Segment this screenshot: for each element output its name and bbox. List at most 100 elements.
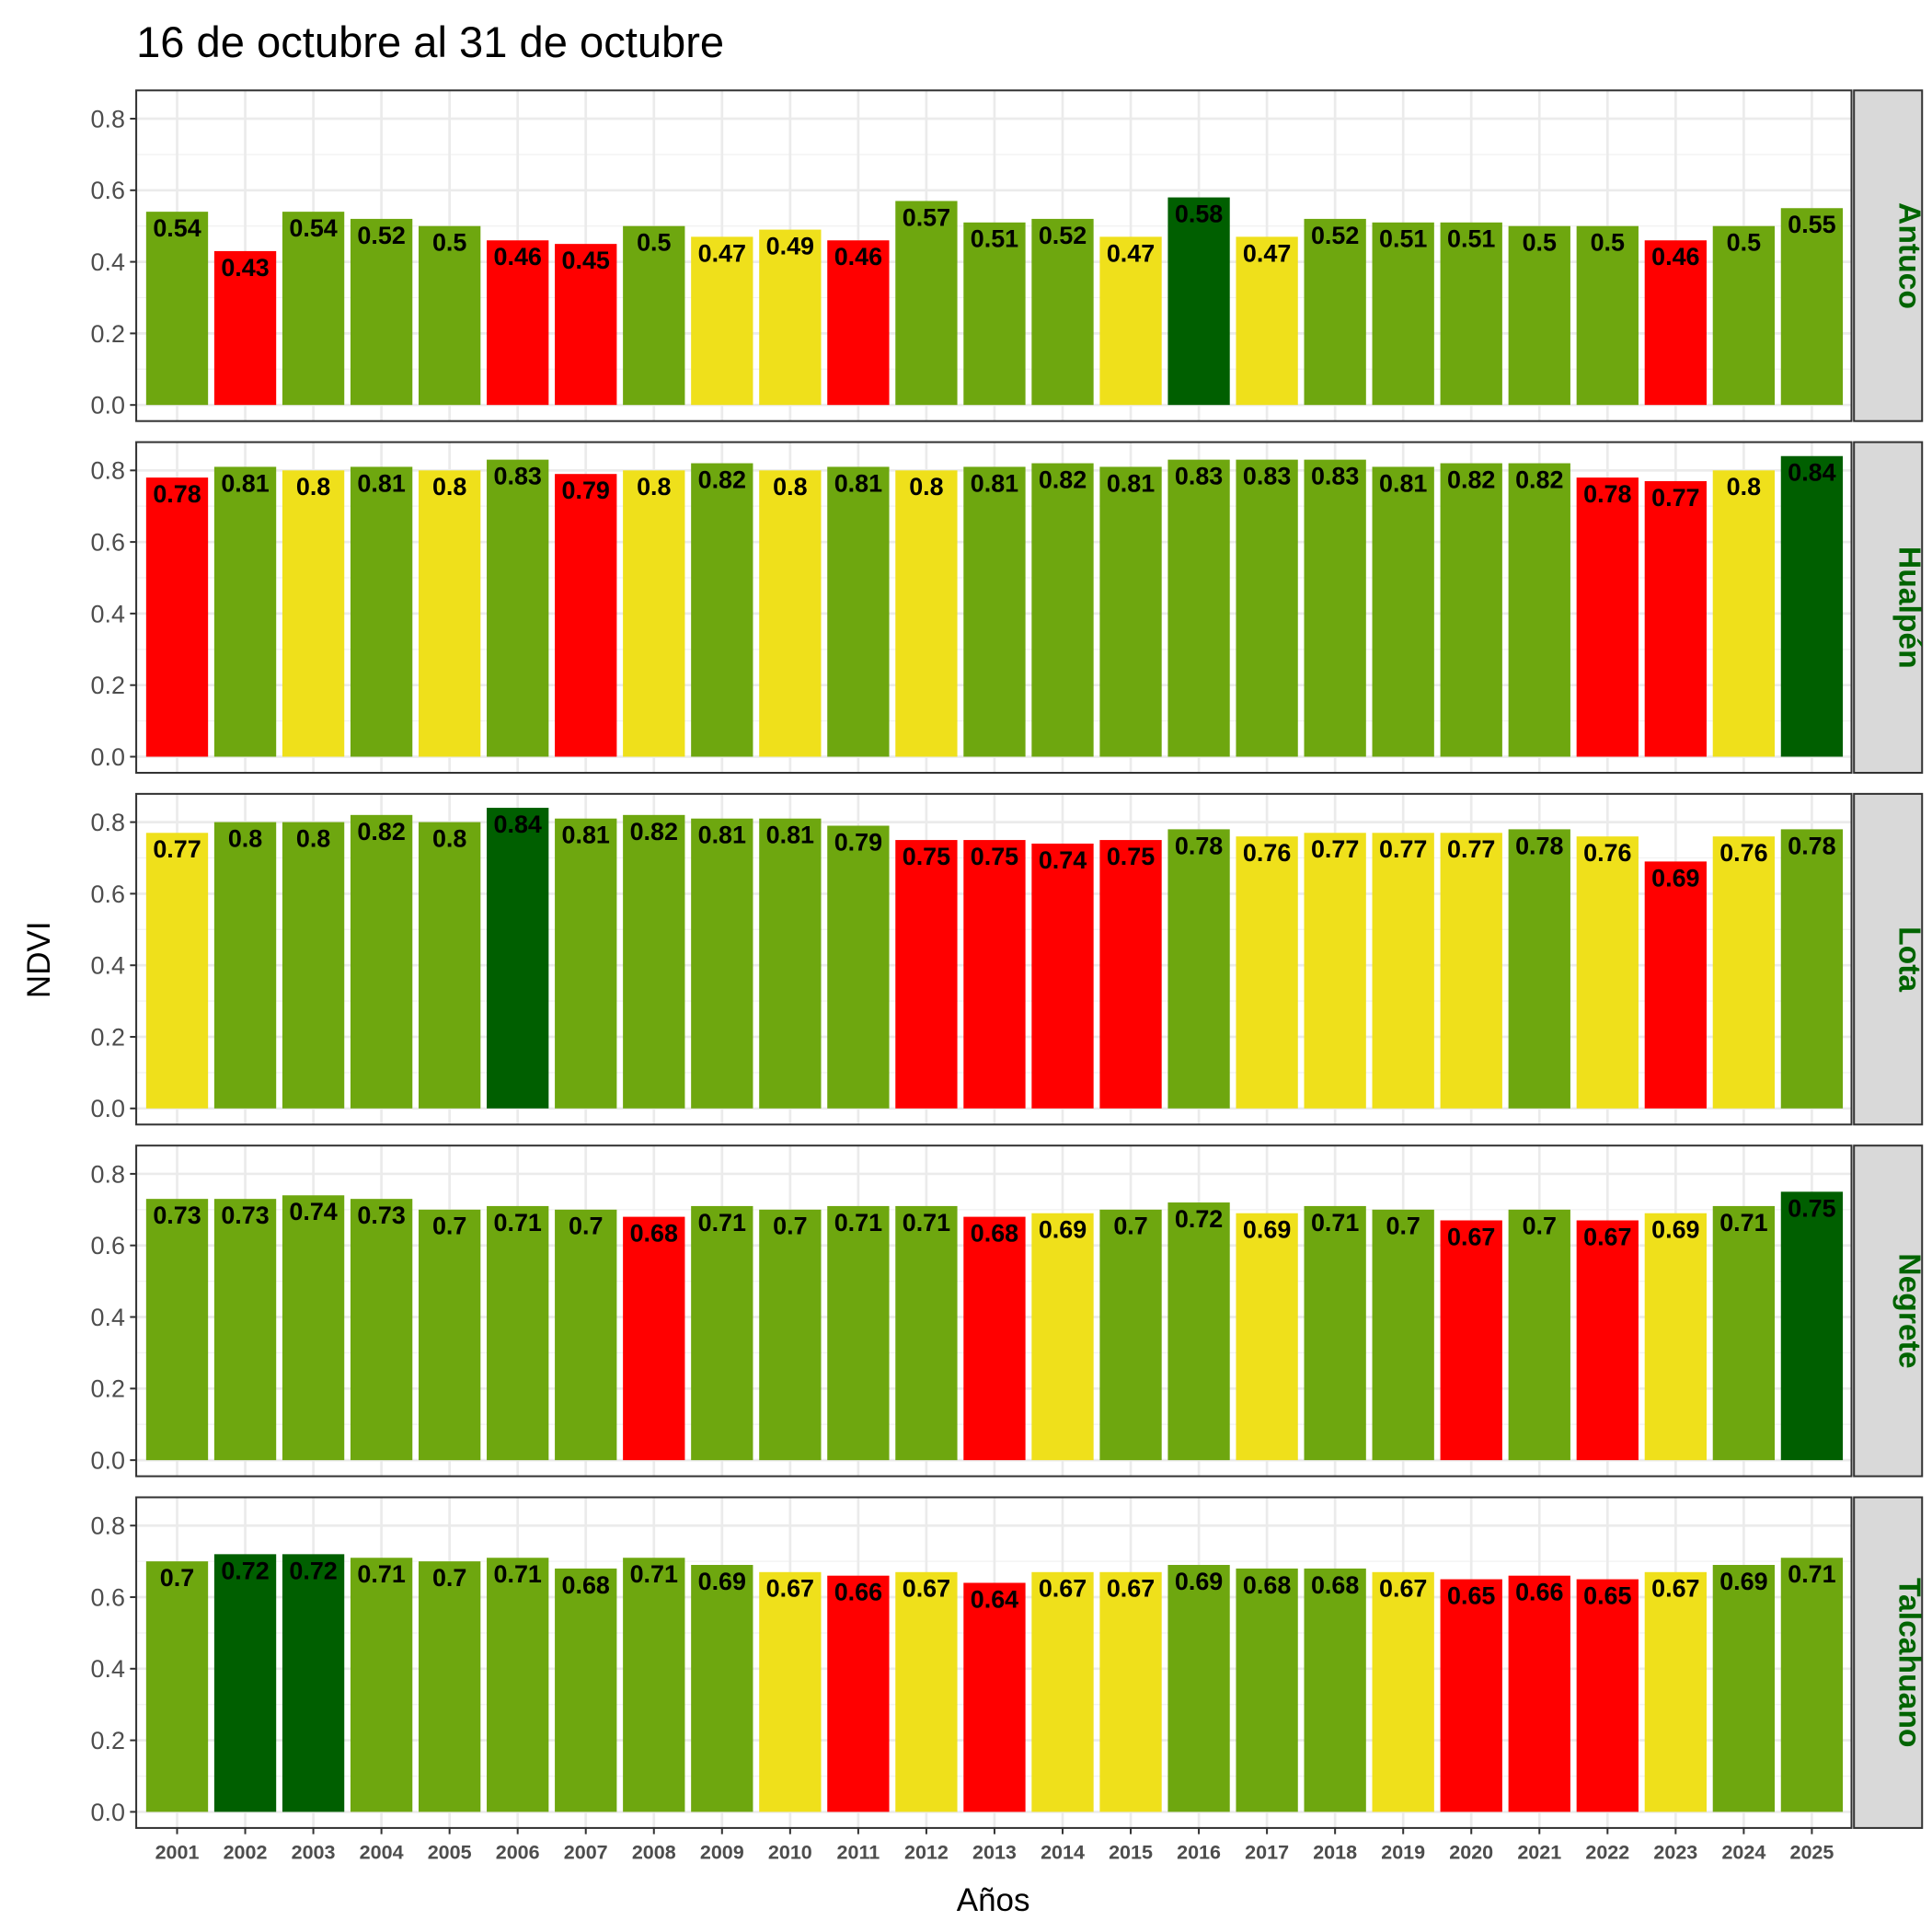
bar-Negrete-2001 [145, 1199, 209, 1461]
bar-Lota-2017 [1236, 836, 1298, 1109]
bar-Negrete-2007 [555, 1209, 617, 1461]
data-label: 0.75 [903, 843, 950, 870]
y-tick-label: 0.0 [91, 1095, 125, 1122]
bar-Antuco-2006 [487, 240, 549, 406]
y-tick-label: 0.8 [91, 105, 125, 132]
data-label: 0.81 [562, 822, 610, 849]
bar-Talcahuano-2016 [1167, 1565, 1230, 1812]
data-label: 0.72 [1175, 1205, 1223, 1233]
data-label: 0.8 [773, 473, 807, 500]
x-tick-label: 2010 [768, 1842, 812, 1864]
bar-Hualpén-2010 [759, 470, 822, 757]
data-label: 0.73 [221, 1202, 269, 1229]
bar-Antuco-2025 [1780, 208, 1844, 406]
y-tick-label: 0.8 [91, 1160, 125, 1188]
bar-Talcahuano-2010 [759, 1571, 822, 1812]
data-label: 0.8 [432, 825, 466, 853]
data-label: 0.78 [1175, 832, 1223, 859]
data-label: 0.69 [1651, 1216, 1699, 1244]
y-tick-label: 0.2 [91, 672, 125, 699]
data-label: 0.8 [432, 473, 466, 500]
x-tick-label: 2020 [1449, 1842, 1493, 1864]
bar-Hualpén-2007 [555, 474, 617, 757]
bar-Negrete-2008 [623, 1216, 685, 1461]
data-label: 0.65 [1447, 1582, 1495, 1610]
bar-Talcahuano-2003 [282, 1554, 345, 1812]
data-label: 0.46 [494, 243, 542, 270]
data-label: 0.54 [153, 214, 201, 242]
data-label: 0.49 [766, 233, 814, 260]
bar-Antuco-2021 [1508, 225, 1570, 406]
bar-Talcahuano-2008 [623, 1558, 685, 1812]
y-tick-label: 0.4 [91, 248, 125, 276]
data-label: 0.81 [357, 469, 405, 497]
bar-Antuco-2001 [145, 212, 209, 406]
bar-Lota-2002 [213, 822, 277, 1109]
data-label: 0.46 [834, 243, 882, 270]
data-label: 0.68 [1243, 1571, 1291, 1599]
data-label: 0.52 [1311, 222, 1359, 249]
bar-Antuco-2023 [1644, 240, 1707, 406]
data-label: 0.58 [1175, 201, 1223, 228]
data-label: 0.66 [1515, 1579, 1563, 1606]
x-axis-label: Años [957, 1882, 1030, 1918]
bar-Talcahuano-2011 [827, 1575, 890, 1812]
data-label: 0.65 [1583, 1582, 1631, 1610]
y-tick-label: 0.4 [91, 1304, 125, 1331]
data-label: 0.78 [1583, 480, 1631, 508]
facet-strip [1853, 89, 1924, 422]
data-label: 0.5 [432, 229, 466, 257]
data-label: 0.67 [903, 1575, 950, 1603]
x-tick-label: 2012 [904, 1842, 949, 1864]
bar-Antuco-2003 [282, 212, 345, 406]
bar-Hualpén-2013 [963, 466, 1026, 757]
data-label: 0.8 [296, 825, 330, 853]
data-label: 0.8 [228, 825, 262, 853]
data-label: 0.68 [971, 1220, 1018, 1248]
bar-Talcahuano-2021 [1508, 1575, 1570, 1812]
bar-Hualpén-2020 [1440, 463, 1502, 757]
bar-Talcahuano-2024 [1712, 1565, 1776, 1812]
bar-Antuco-2007 [555, 244, 617, 406]
bar-Lota-2007 [555, 818, 617, 1109]
bar-Lota-2023 [1644, 861, 1707, 1109]
bar-Negrete-2014 [1031, 1213, 1094, 1461]
x-tick-label: 2005 [428, 1842, 472, 1864]
bar-Antuco-2016 [1167, 197, 1230, 406]
bar-Lota-2003 [282, 822, 345, 1109]
x-tick-label: 2008 [632, 1842, 676, 1864]
bar-Hualpén-2019 [1372, 466, 1434, 757]
data-label: 0.82 [357, 818, 405, 845]
data-label: 0.83 [1175, 463, 1223, 490]
bar-Hualpén-2016 [1167, 459, 1230, 757]
bar-Hualpén-2003 [282, 470, 345, 757]
data-label: 0.83 [1243, 463, 1291, 490]
bar-Talcahuano-2014 [1031, 1571, 1094, 1812]
bar-Hualpén-2011 [827, 466, 890, 757]
facet-strip [1853, 441, 1924, 775]
data-label: 0.45 [562, 247, 610, 274]
data-label: 0.55 [1788, 211, 1835, 238]
data-label: 0.81 [766, 822, 814, 849]
facet-strip-label: Antuco [1892, 202, 1926, 309]
facet-strip [1853, 1144, 1924, 1478]
facet-strip [1853, 792, 1924, 1126]
x-tick-label: 2004 [360, 1842, 404, 1864]
y-tick-label: 0.4 [91, 952, 125, 980]
bar-Hualpén-2012 [895, 470, 958, 757]
y-tick-label: 0.8 [91, 457, 125, 485]
bar-Hualpén-2022 [1576, 477, 1639, 757]
x-tick-label: 2003 [292, 1842, 336, 1864]
data-label: 0.77 [1651, 484, 1699, 512]
data-label: 0.8 [1727, 473, 1761, 500]
bar-Hualpén-2018 [1304, 459, 1366, 757]
data-label: 0.68 [562, 1571, 610, 1599]
bar-Negrete-2009 [691, 1205, 753, 1461]
y-tick-label: 0.2 [91, 1375, 125, 1403]
bar-Lota-2014 [1031, 843, 1094, 1109]
data-label: 0.67 [1039, 1575, 1087, 1603]
data-label: 0.77 [1311, 835, 1359, 863]
bar-Lota-2005 [419, 822, 481, 1109]
data-label: 0.7 [569, 1213, 603, 1240]
data-label: 0.82 [630, 818, 678, 845]
